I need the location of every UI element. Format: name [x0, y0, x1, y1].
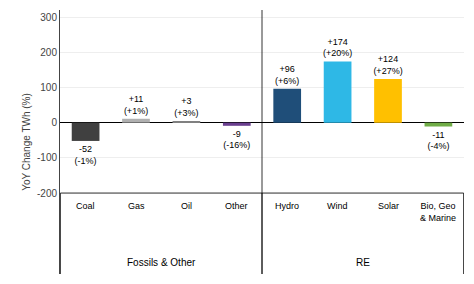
svg-text:0: 0 [51, 117, 57, 128]
svg-text:Fossils & Other: Fossils & Other [127, 257, 196, 268]
svg-text:Wind: Wind [327, 201, 348, 211]
svg-text:Gas: Gas [128, 201, 145, 211]
svg-text:+124(+27%): +124(+27%) [373, 54, 402, 76]
svg-text:-11(-4%): -11(-4%) [427, 130, 449, 152]
svg-text:-52(-1%): -52(-1%) [75, 144, 97, 166]
svg-text:300: 300 [40, 12, 57, 23]
svg-text:+174(+20%): +174(+20%) [323, 37, 352, 59]
svg-text:-100: -100 [37, 152, 57, 163]
svg-text:RE: RE [356, 257, 370, 268]
svg-text:200: 200 [40, 47, 57, 58]
svg-text:100: 100 [40, 82, 57, 93]
svg-text:YoY Change TWh (%): YoY Change TWh (%) [21, 93, 32, 191]
svg-text:+11(+1%): +11(+1%) [124, 94, 148, 116]
svg-text:-9(-16%): -9(-16%) [223, 129, 250, 151]
svg-text:Hydro: Hydro [275, 201, 299, 211]
svg-text:Bio, Geo& Marine: Bio, Geo& Marine [420, 201, 456, 223]
svg-text:Other: Other [225, 201, 248, 211]
svg-text:+3(+3%): +3(+3%) [174, 96, 198, 118]
svg-text:-200: -200 [37, 188, 57, 199]
svg-text:+96(+6%): +96(+6%) [275, 64, 299, 86]
svg-text:Solar: Solar [378, 201, 399, 211]
svg-text:Coal: Coal [76, 201, 95, 211]
svg-text:Oil: Oil [181, 201, 192, 211]
